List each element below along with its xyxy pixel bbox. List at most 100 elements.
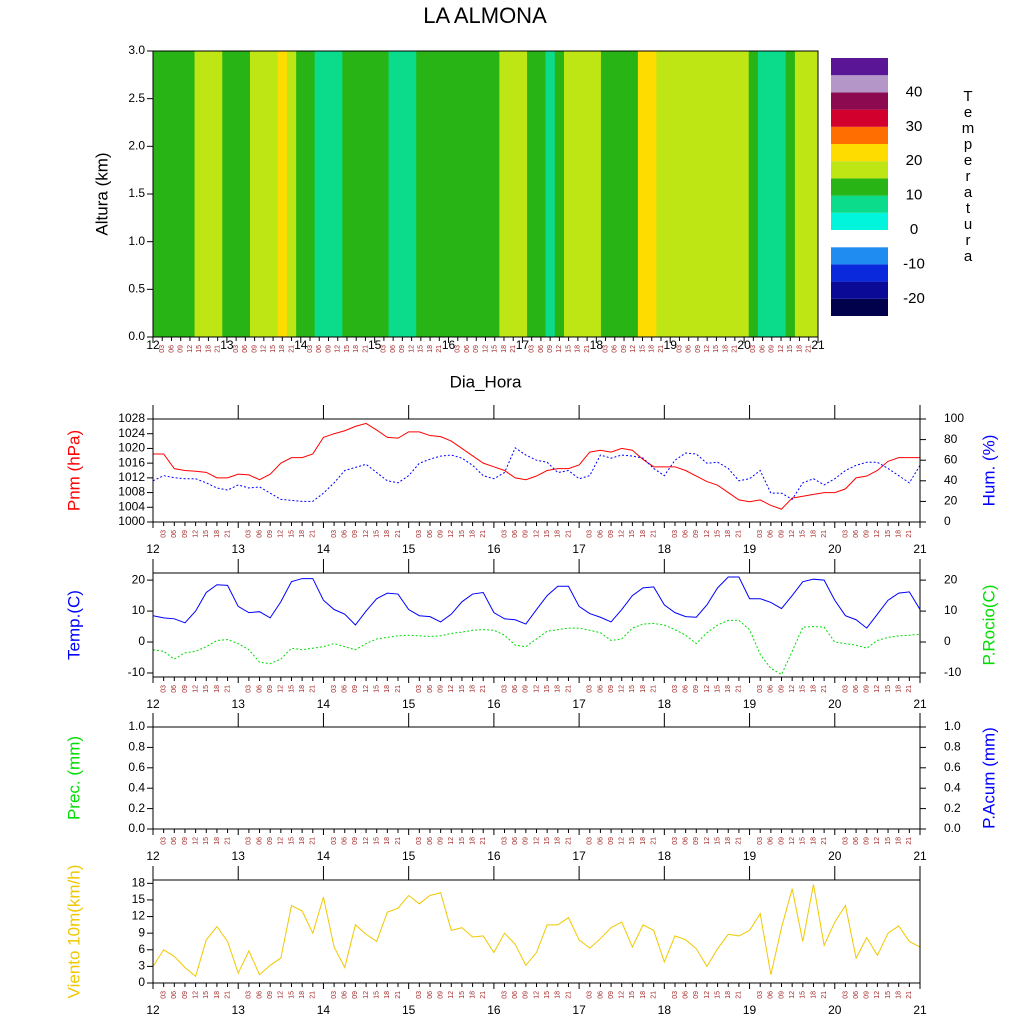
x-hour-label: 15: [885, 530, 892, 538]
x-hour-label: 03: [331, 685, 338, 693]
x-hour-label: 06: [427, 991, 434, 999]
x-hour-label: 03: [233, 345, 240, 353]
plot-area: [153, 884, 920, 978]
x-hour-label: 12: [192, 837, 199, 845]
heat-cell: [185, 51, 196, 337]
heat-cell: [203, 51, 214, 337]
x-hour-label: 15: [714, 837, 721, 845]
heat-cell: [480, 51, 491, 337]
x-hour-label: 09: [182, 837, 189, 845]
x-hour-label: 12: [408, 345, 415, 353]
x-day-label: 12: [146, 849, 160, 863]
x-hour-label: 03: [246, 530, 253, 538]
x-hour-label: 09: [864, 685, 871, 693]
heat-cell: [305, 51, 316, 337]
heat-cell: [471, 51, 482, 337]
x-day-label: 20: [828, 542, 842, 556]
x-hour-label: 09: [608, 685, 615, 693]
x-hour-label: 06: [171, 837, 178, 845]
x-day-label: 20: [737, 338, 751, 352]
x-hour-label: 12: [874, 685, 881, 693]
heat-cell: [785, 51, 796, 337]
heat-cell: [573, 51, 584, 337]
x-day-label: 13: [232, 1003, 246, 1017]
x-hour-label: 06: [342, 837, 349, 845]
heat-cell: [259, 51, 270, 337]
x-hour-label: 06: [427, 685, 434, 693]
x-hour-label: 06: [342, 991, 349, 999]
x-hour-label: 21: [906, 991, 913, 999]
heat-cell: [508, 51, 519, 337]
y-tick-label: 1008: [118, 485, 145, 499]
x-hour-label: 09: [523, 991, 530, 999]
heat-cell: [351, 51, 362, 337]
x-day-label: 16: [487, 849, 501, 863]
x-hour-label: 18: [469, 530, 476, 538]
x-hour-label: 09: [352, 991, 359, 999]
colorbar-box: [831, 109, 888, 127]
y-tick-label: 0.6: [128, 760, 145, 774]
x-hour-label: 18: [810, 991, 817, 999]
x-axis-title: Dia_Hora: [450, 372, 522, 391]
x-hour-label: 21: [224, 991, 231, 999]
x-hour-label: 03: [676, 345, 683, 353]
colorbar-box: [831, 230, 888, 248]
x-hour-label: 09: [778, 685, 785, 693]
x-hour-label: 03: [501, 685, 508, 693]
y2-axis-title: Hum. (%): [979, 435, 998, 507]
colorbar-label: 30: [906, 118, 923, 135]
heat-cell: [545, 51, 556, 337]
x-hour-label: 12: [278, 685, 285, 693]
x-hour-label: 12: [261, 345, 268, 353]
heat-cell: [425, 51, 436, 337]
x-hour-label: 12: [556, 345, 563, 353]
heat-cell: [333, 51, 343, 337]
x-hour-label: 15: [459, 991, 466, 999]
x-hour-label: 12: [448, 837, 455, 845]
x-hour-label: 03: [160, 837, 167, 845]
x-day-label: 18: [658, 542, 672, 556]
x-day-label: 14: [317, 849, 331, 863]
heat-cell: [684, 51, 694, 337]
x-hour-label: 12: [789, 530, 796, 538]
x-hour-label: 09: [769, 345, 776, 353]
x-hour-label: 09: [182, 991, 189, 999]
x-hour-label: 06: [512, 837, 519, 845]
x-hour-label: 12: [619, 837, 626, 845]
x-hour-label: 18: [384, 685, 391, 693]
x-hour-label: 18: [722, 345, 729, 353]
heat-cell: [388, 51, 399, 337]
x-hour-label: 06: [427, 530, 434, 538]
y-tick-label: 12: [132, 909, 146, 923]
y-tick-label: 1016: [118, 455, 145, 469]
x-hour-label: 21: [732, 345, 739, 353]
x-hour-label: 18: [501, 345, 508, 353]
x-hour-label: 15: [203, 530, 210, 538]
x-hour-label: 12: [448, 530, 455, 538]
x-hour-label: 15: [544, 837, 551, 845]
series-line: [153, 422, 920, 510]
x-hour-label: 15: [196, 345, 203, 353]
x-hour-label: 06: [538, 345, 545, 353]
x-hour-label: 12: [278, 837, 285, 845]
x-hour-label: 03: [246, 685, 253, 693]
y2-tick-label: 1.0: [944, 719, 961, 733]
x-hour-label: 21: [310, 991, 317, 999]
x-hour-label: 03: [331, 991, 338, 999]
x-day-label: 20: [828, 849, 842, 863]
x-hour-label: 18: [725, 685, 732, 693]
y2-tick-label: 10: [944, 603, 958, 617]
x-hour-label: 21: [480, 530, 487, 538]
x-hour-label: 15: [203, 685, 210, 693]
x-hour-label: 15: [787, 345, 794, 353]
x-hour-label: 09: [352, 530, 359, 538]
x-hour-label: 06: [342, 530, 349, 538]
heat-cell: [166, 51, 177, 337]
x-day-label: 15: [402, 697, 416, 711]
plot-area: [153, 422, 920, 510]
heat-cell: [379, 51, 390, 337]
x-hour-label: 06: [390, 345, 397, 353]
y-tick-label: 6: [138, 942, 145, 956]
x-day-label: 18: [658, 849, 672, 863]
x-hour-label: 12: [533, 991, 540, 999]
